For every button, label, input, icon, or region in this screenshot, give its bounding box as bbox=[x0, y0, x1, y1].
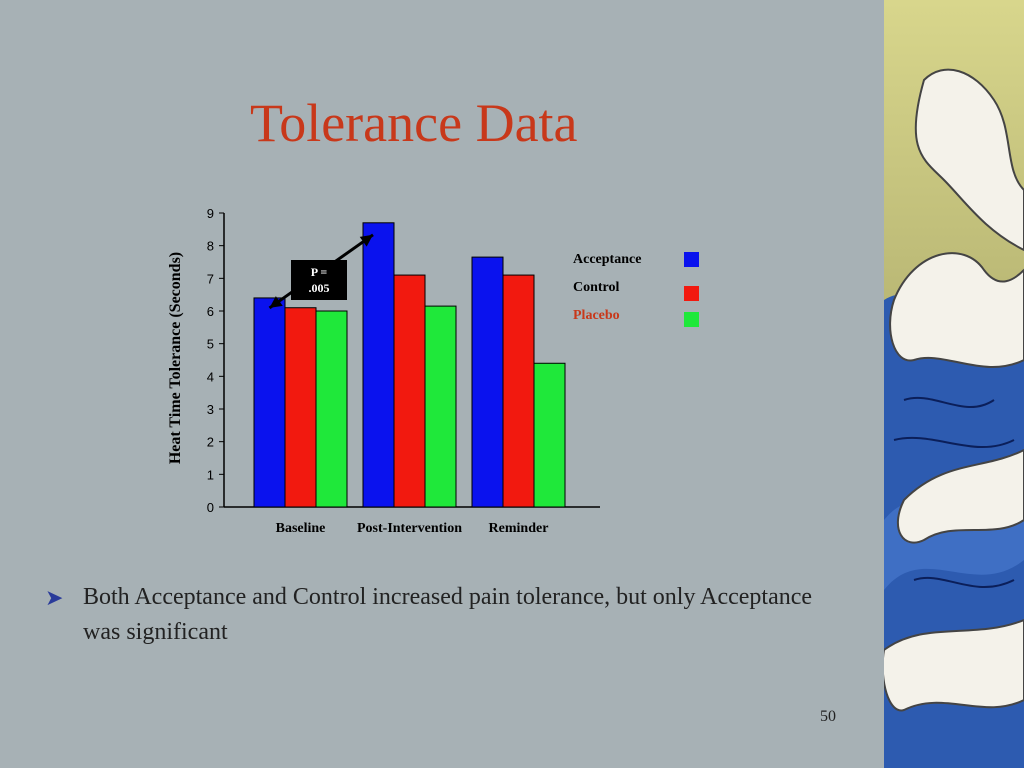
bar-acceptance-post-intervention bbox=[362, 222, 395, 508]
y-tick-label-5: 5 bbox=[207, 337, 214, 352]
slide-title: Tolerance Data bbox=[250, 93, 578, 153]
p-value-box bbox=[291, 260, 347, 300]
bar-acceptance-baseline bbox=[253, 297, 286, 508]
legend-label-control: Control bbox=[573, 280, 620, 295]
wave-decoration bbox=[884, 0, 1024, 768]
bar-acceptance-reminder bbox=[471, 256, 504, 508]
bar-placebo-reminder bbox=[533, 362, 566, 508]
bar-chart: 0 1 2 3 4 5 6 7 8 9 Baseline Post-Intervention Remin… bbox=[207, 206, 600, 536]
bar-control-reminder bbox=[502, 274, 535, 508]
legend-label-placebo: Placebo bbox=[573, 308, 620, 323]
y-tick-label-0: 0 bbox=[207, 500, 214, 515]
legend-swatch-control bbox=[684, 286, 699, 301]
x-category-label-reminder: Reminder bbox=[489, 521, 549, 536]
x-category-label-post-intervention: Post-Intervention bbox=[357, 521, 462, 536]
bar-placebo-baseline bbox=[315, 310, 348, 508]
arrow-bullet-icon: ➤ bbox=[45, 585, 64, 610]
y-tick-label-4: 4 bbox=[207, 369, 214, 384]
legend-label-acceptance: Acceptance bbox=[573, 252, 642, 267]
bar-control-baseline bbox=[284, 307, 317, 508]
y-tick-label-9: 9 bbox=[207, 206, 214, 221]
bar-placebo-post-intervention bbox=[424, 305, 457, 508]
bar-control-post-intervention bbox=[393, 274, 426, 508]
legend-item-placebo: Placebo bbox=[573, 308, 713, 328]
y-tick-label-6: 6 bbox=[207, 304, 214, 319]
significance-arrowhead-left bbox=[269, 296, 283, 308]
legend-swatch-placebo bbox=[684, 312, 699, 327]
legend-item-control: Control bbox=[573, 280, 713, 301]
page-number: 50 bbox=[820, 708, 836, 725]
y-tick-label-3: 3 bbox=[207, 402, 214, 417]
y-tick-label-1: 1 bbox=[207, 467, 214, 482]
y-tick-label-7: 7 bbox=[207, 271, 214, 286]
x-category-label-baseline: Baseline bbox=[276, 521, 326, 536]
y-tick-label-8: 8 bbox=[207, 239, 214, 254]
p-value-label-line1: P = bbox=[311, 265, 328, 279]
y-tick-label-2: 2 bbox=[207, 435, 214, 450]
legend-swatch-acceptance bbox=[684, 252, 699, 267]
significance-arrowhead-right bbox=[359, 234, 373, 247]
chart-legend: Acceptance Control Placebo bbox=[573, 252, 713, 332]
legend-item-acceptance: Acceptance bbox=[573, 252, 713, 272]
bullet-text: Both Acceptance and Control increased pa… bbox=[83, 584, 813, 645]
p-value-label-line2: .005 bbox=[309, 281, 330, 295]
